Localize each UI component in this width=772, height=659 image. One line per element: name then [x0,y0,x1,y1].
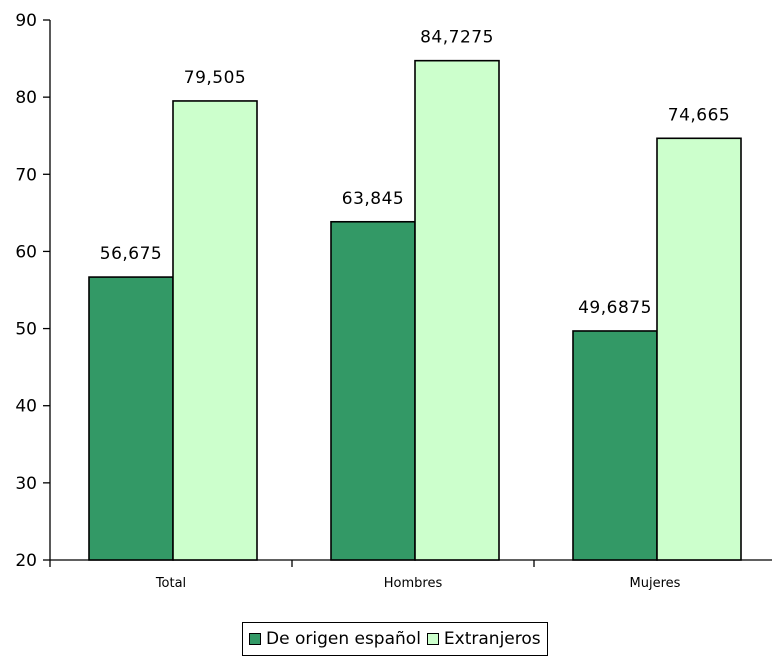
data-label: 84,7275 [420,28,494,48]
legend-swatch [249,633,261,645]
data-label: 63,845 [342,189,404,209]
data-label: 74,665 [668,105,730,125]
bar-total-series-1 [88,276,174,561]
data-label: 56,675 [100,244,162,264]
y-tick-label: 60 [15,242,37,262]
legend-label: De origen español [266,629,421,649]
y-tick-label: 40 [15,397,37,417]
x-tick-label: Mujeres [630,576,681,591]
bar-hombres-series-1 [330,220,416,561]
legend-item-series-1: De origen español [249,629,421,649]
legend-label: Extranjeros [443,629,541,649]
y-tick-label: 30 [15,474,37,494]
bar-mujeres-series-1 [572,330,658,561]
y-tick-label: 80 [15,88,37,108]
bars [88,59,742,561]
bar-hombres-series-2 [414,59,500,561]
legend-swatch [426,633,439,645]
data-label: 79,505 [184,68,246,88]
data-label: 49,6875 [578,298,652,318]
bar-chart: 20 30 40 50 60 70 80 90 Total Hombres Mujeres 56,6… [15,11,772,591]
legend-item-series-2: Extranjeros [426,629,541,649]
y-tick-label: 90 [15,11,37,31]
x-tick-label: Hombres [384,576,443,591]
legend: De origen español Extranjeros [242,622,548,656]
y-tick-label: 20 [15,551,37,571]
y-tick-label: 50 [15,320,37,340]
axes: 20 30 40 50 60 70 80 90 Total Hombres Mujeres [15,11,772,591]
bar-mujeres-series-2 [656,137,742,561]
data-labels: 56,675 63,845 49,6875 79,505 84,7275 74,665 [100,28,730,318]
x-tick-label: Total [155,576,186,591]
bar-total-series-2 [172,100,258,561]
y-tick-label: 70 [15,165,37,185]
